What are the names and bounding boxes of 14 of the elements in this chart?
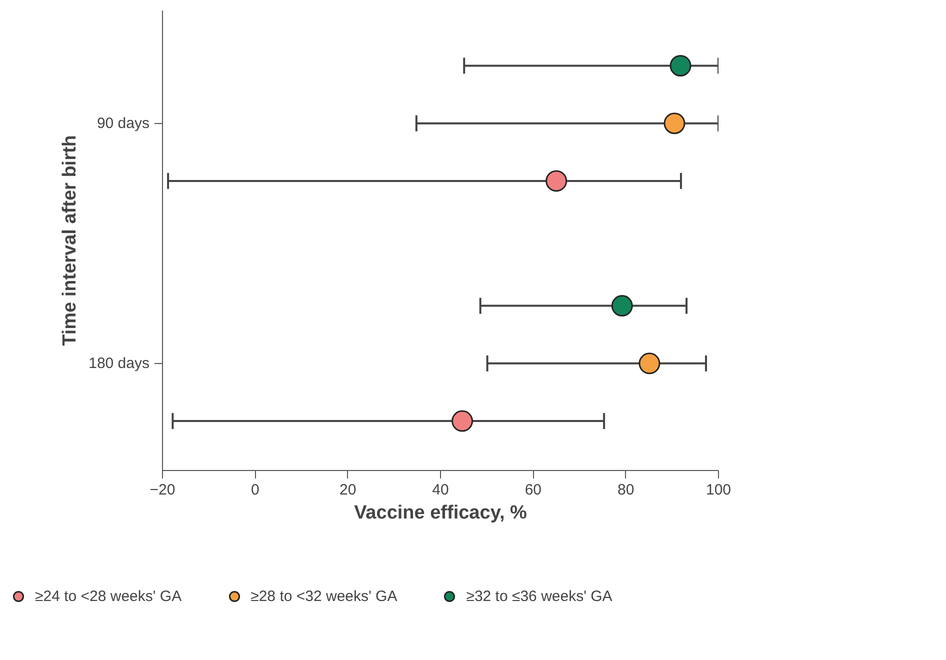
legend-label: ≥32 to ≤36 weeks' GA bbox=[466, 588, 612, 604]
legend-label: ≥28 to <32 weeks' GA bbox=[250, 588, 398, 604]
x-tick-label: 60 bbox=[524, 482, 542, 498]
x-tick-label: 20 bbox=[339, 482, 356, 498]
y-tick-label: 90 days bbox=[96, 114, 150, 132]
x-tick-label: −20 bbox=[150, 482, 176, 498]
x-tick-label: 80 bbox=[617, 482, 634, 498]
legend-label: ≥24 to <28 weeks' GA bbox=[35, 588, 182, 604]
x-tick-label: 100 bbox=[706, 482, 732, 498]
y-axis-title: Time interval after birth bbox=[60, 135, 81, 346]
x-tick-label: 40 bbox=[432, 482, 449, 498]
x-axis-title: Vaccine efficacy, % bbox=[354, 502, 528, 524]
x-tick-label: 0 bbox=[250, 482, 260, 498]
y-tick-label: 180 days bbox=[88, 354, 150, 372]
